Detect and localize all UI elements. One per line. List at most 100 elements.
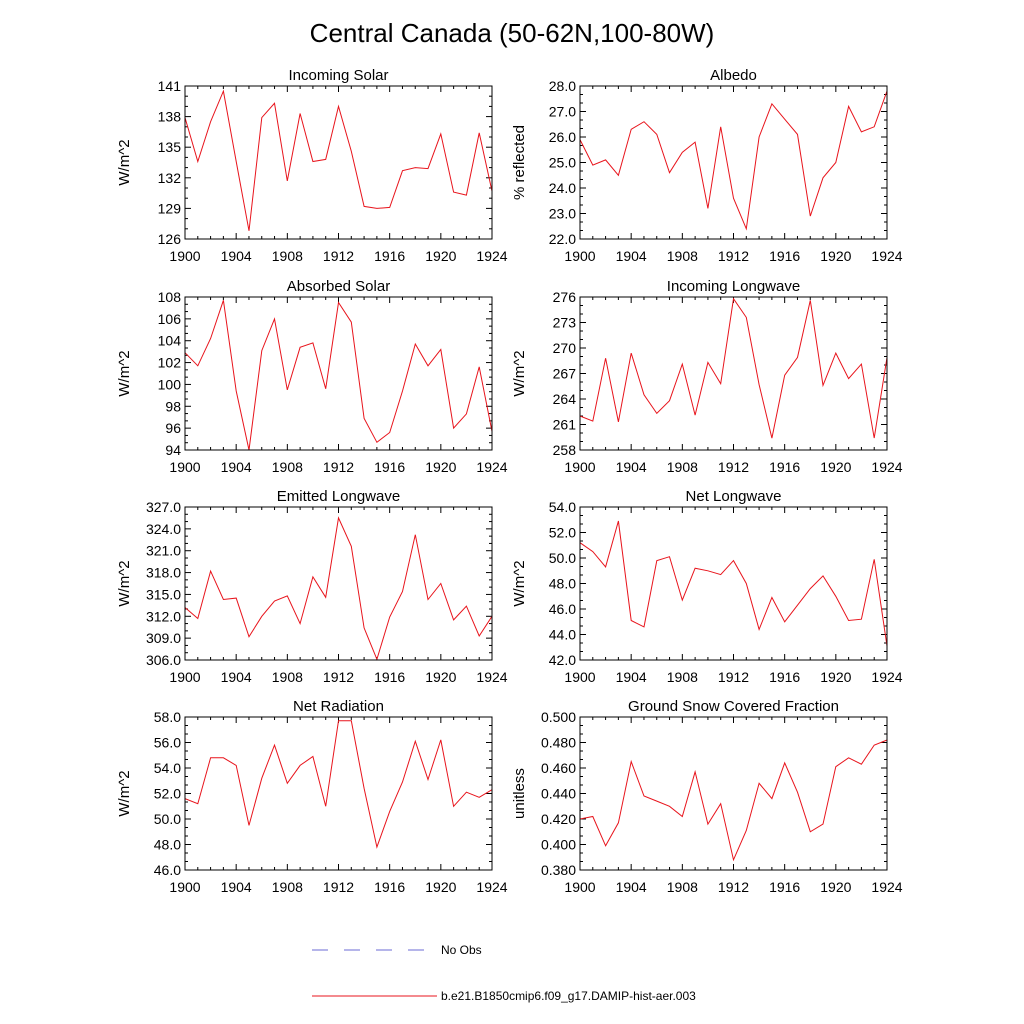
y-tick-label: 270	[553, 340, 577, 356]
y-tick-label: 141	[158, 78, 182, 94]
panel-net-radiation: Net Radiation W/m^2 1900 1904 1908 1912 1916 19…	[116, 698, 508, 895]
y-tick-label: 309.0	[146, 630, 181, 646]
x-tick-label: 1916	[769, 669, 800, 685]
x-tick-label: 1920	[425, 879, 456, 895]
x-tick-label: 1916	[769, 879, 800, 895]
plot-frame	[184, 85, 493, 240]
y-tick-label: 135	[158, 139, 182, 155]
y-tick-label: 132	[158, 170, 182, 186]
y-tick-label: 58.0	[154, 709, 181, 725]
x-tick-label: 1900	[169, 248, 200, 264]
x-tick-label: 1908	[667, 669, 698, 685]
x-tick-label: 1920	[820, 879, 851, 895]
x-tick-label: 1920	[820, 459, 851, 475]
x-tick-label: 1900	[169, 459, 200, 475]
y-tick-label: 48.0	[154, 837, 181, 853]
x-tick-label: 1904	[221, 669, 252, 685]
y-axis-label: W/m^2	[116, 350, 133, 396]
x-tick-label: 1924	[476, 669, 507, 685]
panel-title: Incoming Solar	[288, 67, 388, 84]
panel-title: Ground Snow Covered Fraction	[628, 698, 839, 715]
x-tick-label: 1920	[820, 248, 851, 264]
figure-title: Central Canada (50-62N,100-80W)	[310, 18, 715, 48]
plot-frame	[579, 506, 888, 661]
legend-model-label: b.e21.B1850cmip6.f09_g17.DAMIP-hist-aer.…	[441, 989, 696, 1003]
x-tick-label: 1900	[564, 248, 595, 264]
y-tick-label: 50.0	[154, 811, 181, 827]
panel-incoming-longwave: Incoming Longwave W/m^2 1900 1904 1908 1912 19…	[511, 278, 903, 475]
x-tick-label: 1924	[871, 669, 902, 685]
x-tick-label: 1904	[616, 459, 647, 475]
panel-albedo: Albedo % reflected 1900 1904 1908 1912 1916 192…	[511, 67, 903, 264]
x-tick-label: 1912	[718, 248, 749, 264]
x-tick-label: 1908	[667, 459, 698, 475]
x-tick-label: 1924	[871, 248, 902, 264]
x-tick-label: 1900	[564, 879, 595, 895]
legend-obs-label: No Obs	[441, 943, 482, 957]
y-tick-label: 100	[158, 376, 182, 392]
series-line	[579, 297, 888, 439]
x-tick-label: 1904	[221, 879, 252, 895]
y-tick-label: 138	[158, 109, 182, 125]
y-tick-label: 96	[165, 420, 181, 436]
x-tick-label: 1916	[769, 248, 800, 264]
y-tick-label: 46.0	[549, 601, 576, 617]
x-tick-label: 1908	[272, 248, 303, 264]
x-tick-label: 1912	[323, 669, 354, 685]
y-axis-label: % reflected	[511, 125, 528, 200]
plot-frame	[184, 506, 493, 661]
y-tick-label: 56.0	[154, 735, 181, 751]
panel-ground-snow-covered-fraction: Ground Snow Covered Fraction unitless 1900…	[511, 698, 903, 895]
y-tick-label: 267	[553, 366, 577, 382]
x-tick-label: 1900	[169, 669, 200, 685]
y-tick-label: 54.0	[154, 760, 181, 776]
x-tick-label: 1904	[616, 248, 647, 264]
x-tick-label: 1908	[272, 669, 303, 685]
x-tick-label: 1908	[667, 248, 698, 264]
y-tick-label: 25.0	[549, 155, 576, 171]
series-line	[579, 90, 888, 231]
x-tick-label: 1916	[374, 879, 405, 895]
panel-title: Albedo	[710, 67, 757, 84]
x-tick-label: 1904	[221, 248, 252, 264]
x-tick-label: 1908	[667, 879, 698, 895]
y-tick-label: 276	[553, 289, 577, 305]
y-tick-label: 327.0	[146, 499, 181, 515]
y-tick-label: 28.0	[549, 78, 576, 94]
x-tick-label: 1912	[323, 879, 354, 895]
y-tick-label: 0.460	[541, 760, 576, 776]
y-tick-label: 126	[158, 231, 182, 247]
y-tick-label: 54.0	[549, 499, 576, 515]
series-line	[579, 739, 888, 862]
x-tick-label: 1924	[871, 459, 902, 475]
x-tick-label: 1912	[323, 459, 354, 475]
series-line	[184, 516, 493, 661]
x-tick-label: 1900	[564, 669, 595, 685]
y-tick-label: 264	[553, 391, 577, 407]
y-tick-label: 261	[553, 417, 577, 433]
y-tick-label: 52.0	[154, 786, 181, 802]
x-tick-label: 1912	[718, 669, 749, 685]
y-tick-label: 0.400	[541, 837, 576, 853]
panel-title: Absorbed Solar	[287, 278, 390, 295]
panel-net-longwave: Net Longwave W/m^2 1900 1904 1908 1912 1916 192…	[511, 488, 903, 685]
y-tick-label: 306.0	[146, 652, 181, 668]
x-tick-label: 1904	[616, 879, 647, 895]
plot-frame	[579, 85, 888, 240]
y-tick-label: 94	[165, 442, 181, 458]
y-tick-label: 321.0	[146, 543, 181, 559]
x-tick-label: 1916	[374, 248, 405, 264]
y-tick-label: 104	[158, 333, 182, 349]
y-axis-label: W/m^2	[511, 350, 528, 396]
panel-title: Net Radiation	[293, 698, 384, 715]
x-tick-label: 1916	[769, 459, 800, 475]
x-tick-label: 1912	[718, 459, 749, 475]
y-tick-label: 52.0	[549, 525, 576, 541]
y-tick-label: 48.0	[549, 576, 576, 592]
y-tick-label: 22.0	[549, 231, 576, 247]
x-tick-label: 1908	[272, 879, 303, 895]
series-line	[184, 89, 493, 231]
panel-title: Net Longwave	[686, 488, 782, 505]
y-axis-label: W/m^2	[511, 560, 528, 606]
